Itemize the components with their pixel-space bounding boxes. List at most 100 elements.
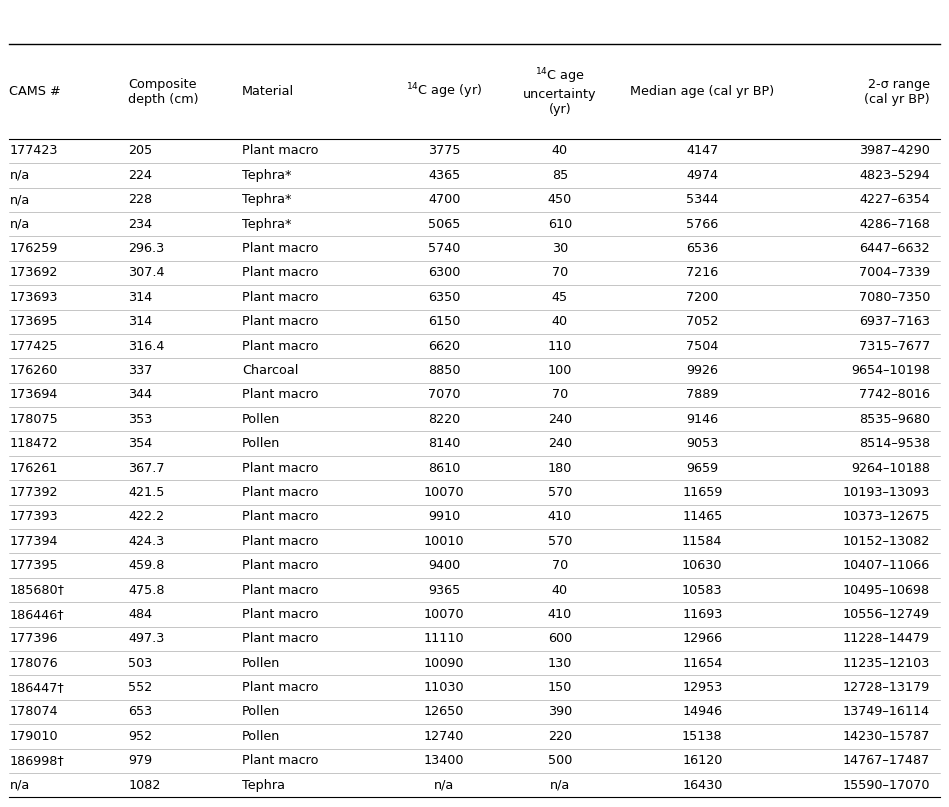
Text: 5065: 5065 [428, 218, 460, 231]
Text: Pollen: Pollen [242, 437, 280, 450]
Text: Charcoal: Charcoal [242, 364, 298, 377]
Text: 10090: 10090 [424, 657, 464, 670]
Text: Pollen: Pollen [242, 413, 280, 426]
Text: 130: 130 [548, 657, 572, 670]
Text: 12953: 12953 [682, 681, 722, 694]
Text: Material: Material [242, 85, 294, 98]
Text: 4147: 4147 [686, 144, 718, 157]
Text: 100: 100 [548, 364, 572, 377]
Text: 314: 314 [128, 291, 153, 303]
Text: 240: 240 [548, 413, 572, 426]
Text: 7742–8016: 7742–8016 [859, 388, 930, 401]
Text: 9910: 9910 [428, 510, 460, 523]
Text: 484: 484 [128, 608, 152, 621]
Text: Tephra*: Tephra* [242, 218, 291, 231]
Text: 7080–7350: 7080–7350 [859, 291, 930, 303]
Text: 9146: 9146 [686, 413, 718, 426]
Text: 3775: 3775 [428, 144, 460, 157]
Text: 1082: 1082 [128, 779, 160, 792]
Text: 6300: 6300 [428, 266, 460, 279]
Text: 344: 344 [128, 388, 152, 401]
Text: 176260: 176260 [9, 364, 58, 377]
Text: 176259: 176259 [9, 242, 58, 255]
Text: 13400: 13400 [424, 755, 464, 767]
Text: 10373–12675: 10373–12675 [843, 510, 930, 523]
Text: Plant macro: Plant macro [242, 633, 319, 646]
Text: 7315–7677: 7315–7677 [859, 340, 930, 353]
Text: 2-σ range
(cal yr BP): 2-σ range (cal yr BP) [865, 77, 930, 106]
Text: 4365: 4365 [428, 169, 460, 182]
Text: 11659: 11659 [682, 486, 722, 499]
Text: 6350: 6350 [428, 291, 460, 303]
Text: n/a: n/a [434, 779, 455, 792]
Text: 7200: 7200 [686, 291, 718, 303]
Text: 240: 240 [548, 437, 572, 450]
Text: Plant macro: Plant macro [242, 340, 319, 353]
Text: 110: 110 [548, 340, 572, 353]
Text: 10010: 10010 [424, 535, 464, 548]
Text: 12650: 12650 [424, 705, 464, 718]
Text: 40: 40 [552, 144, 568, 157]
Text: Plant macro: Plant macro [242, 510, 319, 523]
Text: 10495–10698: 10495–10698 [843, 583, 930, 596]
Text: 11693: 11693 [682, 608, 722, 621]
Text: Plant macro: Plant macro [242, 462, 319, 475]
Text: n/a: n/a [9, 194, 29, 207]
Text: 354: 354 [128, 437, 153, 450]
Text: 653: 653 [128, 705, 153, 718]
Text: Plant macro: Plant macro [242, 535, 319, 548]
Text: 14946: 14946 [682, 705, 722, 718]
Text: 9400: 9400 [428, 559, 460, 572]
Text: 8514–9538: 8514–9538 [859, 437, 930, 450]
Text: Plant macro: Plant macro [242, 559, 319, 572]
Text: 552: 552 [128, 681, 153, 694]
Text: 11465: 11465 [682, 510, 722, 523]
Text: Plant macro: Plant macro [242, 583, 319, 596]
Text: 15138: 15138 [682, 730, 722, 742]
Text: Plant macro: Plant macro [242, 291, 319, 303]
Text: n/a: n/a [9, 779, 29, 792]
Text: 421.5: 421.5 [128, 486, 164, 499]
Text: 228: 228 [128, 194, 152, 207]
Text: Tephra*: Tephra* [242, 169, 291, 182]
Text: 5344: 5344 [686, 194, 718, 207]
Text: 7070: 7070 [428, 388, 460, 401]
Text: 9654–10198: 9654–10198 [851, 364, 930, 377]
Text: 10070: 10070 [424, 608, 464, 621]
Text: 12728–13179: 12728–13179 [843, 681, 930, 694]
Text: 6937–7163: 6937–7163 [859, 316, 930, 328]
Text: 570: 570 [548, 486, 572, 499]
Text: 314: 314 [128, 316, 153, 328]
Text: 9264–10188: 9264–10188 [851, 462, 930, 475]
Text: 503: 503 [128, 657, 153, 670]
Text: 459.8: 459.8 [128, 559, 164, 572]
Text: 70: 70 [551, 559, 568, 572]
Text: 3987–4290: 3987–4290 [859, 144, 930, 157]
Text: 11030: 11030 [424, 681, 464, 694]
Text: 410: 410 [548, 510, 572, 523]
Text: 307.4: 307.4 [128, 266, 164, 279]
Text: 6620: 6620 [428, 340, 460, 353]
Text: $^{14}$C age (yr): $^{14}$C age (yr) [406, 82, 482, 102]
Text: 178074: 178074 [9, 705, 58, 718]
Text: 13749–16114: 13749–16114 [843, 705, 930, 718]
Text: 11584: 11584 [682, 535, 722, 548]
Text: 205: 205 [128, 144, 153, 157]
Text: 316.4: 316.4 [128, 340, 164, 353]
Text: n/a: n/a [9, 169, 29, 182]
Text: 177423: 177423 [9, 144, 58, 157]
Text: 5766: 5766 [686, 218, 718, 231]
Text: 11235–12103: 11235–12103 [843, 657, 930, 670]
Text: Plant macro: Plant macro [242, 266, 319, 279]
Text: Plant macro: Plant macro [242, 388, 319, 401]
Text: 296.3: 296.3 [128, 242, 164, 255]
Text: 70: 70 [551, 388, 568, 401]
Text: 16120: 16120 [682, 755, 722, 767]
Text: n/a: n/a [9, 218, 29, 231]
Text: 224: 224 [128, 169, 152, 182]
Text: 177396: 177396 [9, 633, 58, 646]
Text: 979: 979 [128, 755, 152, 767]
Text: 234: 234 [128, 218, 152, 231]
Text: Plant macro: Plant macro [242, 486, 319, 499]
Text: 16430: 16430 [682, 779, 722, 792]
